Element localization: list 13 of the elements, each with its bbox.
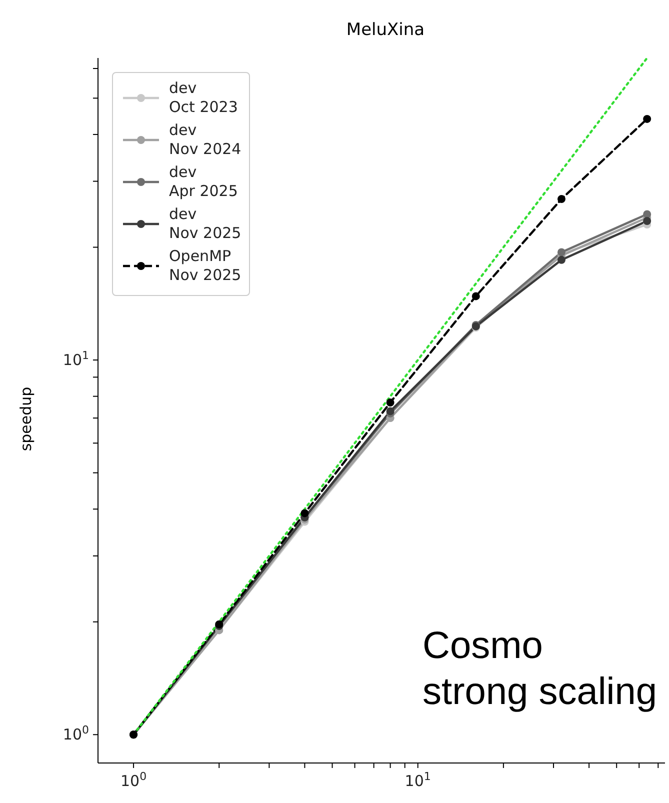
point xyxy=(557,256,566,264)
annotation: Cosmo strong scaling xyxy=(422,624,657,715)
point xyxy=(643,114,652,123)
point xyxy=(386,398,394,407)
chart-title: MeluXina xyxy=(345,20,426,40)
legend-label: OpenMP Nov 2025 xyxy=(169,247,242,285)
point xyxy=(643,217,652,225)
point xyxy=(472,292,480,300)
point xyxy=(300,509,309,518)
point xyxy=(643,210,652,218)
point xyxy=(557,195,566,204)
legend-label: dev Nov 2025 xyxy=(169,205,242,243)
y-axis-title: speedup xyxy=(17,386,35,451)
